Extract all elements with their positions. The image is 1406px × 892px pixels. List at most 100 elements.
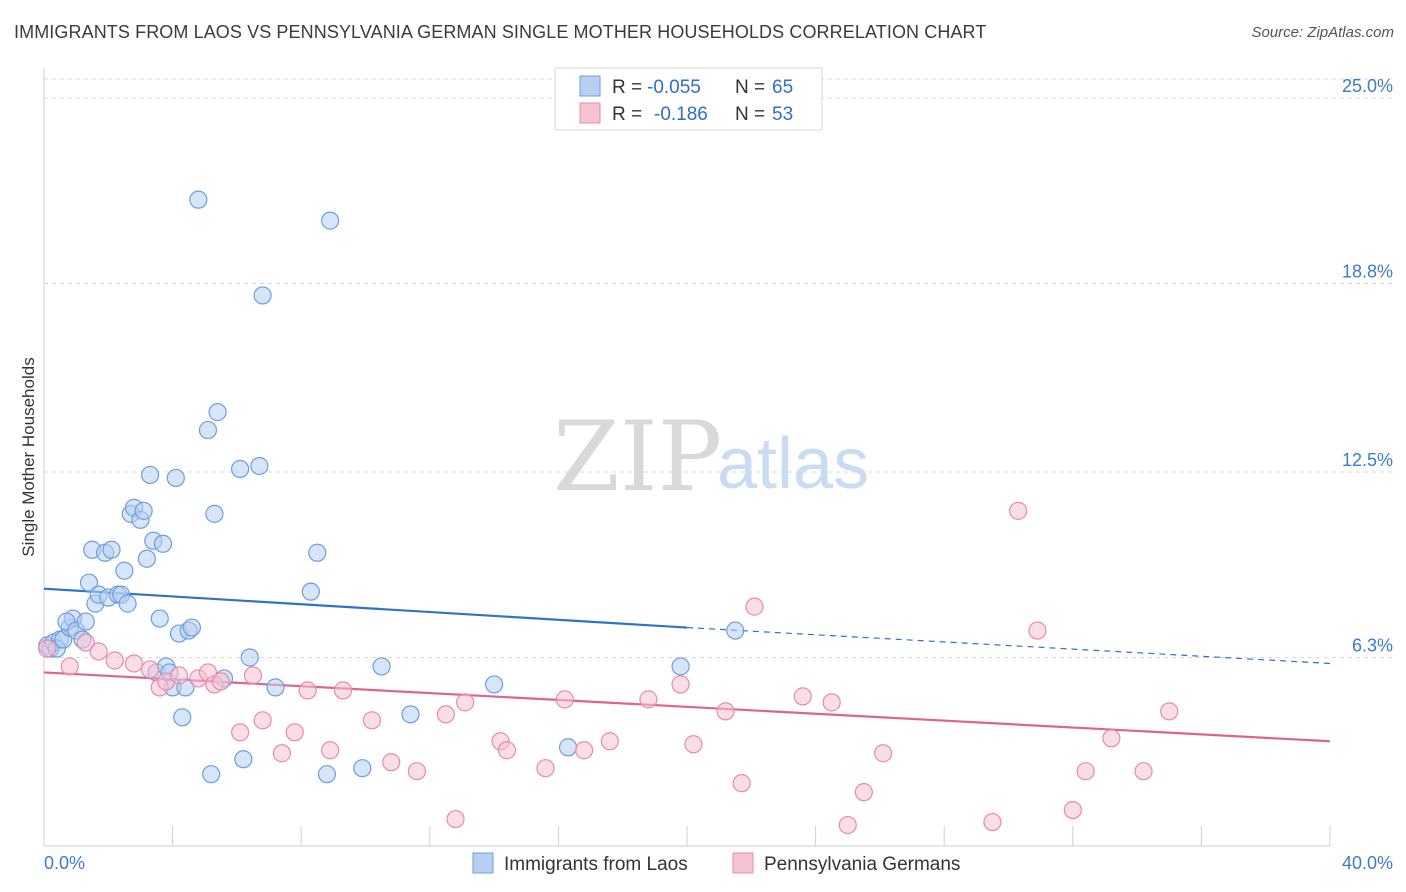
pa-german-point [407, 762, 427, 781]
bottom-legend: Immigrants from Laos Pennsylvania German… [472, 852, 960, 875]
pa-german-point [211, 672, 230, 691]
laos-point [250, 456, 269, 476]
pa-german-point [793, 687, 812, 706]
pa-german-point [38, 639, 57, 658]
pa-german-point [1063, 800, 1082, 820]
laos-point [372, 657, 391, 676]
pa-german-point [1076, 762, 1095, 781]
pa-german-point [89, 642, 108, 661]
laos-point [317, 765, 337, 784]
trend-line-laos [43, 587, 688, 629]
y-tick-label: 6.3% [1352, 635, 1393, 655]
pa-german-point [456, 693, 475, 712]
laos-point [485, 675, 504, 694]
laos-point [308, 543, 327, 562]
bottom-legend-label-laos: Immigrants from Laos [504, 854, 688, 875]
pa-german-point [732, 774, 751, 793]
series-laos-points [38, 190, 745, 784]
pa-german-point [1009, 501, 1028, 520]
laos-point [102, 540, 121, 559]
laos-point [353, 759, 372, 778]
laos-point [401, 705, 420, 724]
laos-point [173, 708, 192, 727]
pa-german-point [285, 723, 304, 742]
pa-german-point [854, 783, 873, 802]
pa-german-point [1028, 621, 1047, 640]
pa-german-point [76, 633, 95, 652]
laos-point [231, 459, 250, 479]
pa-german-point [716, 702, 735, 721]
x-ticks [43, 826, 1331, 846]
laos-point [118, 594, 137, 613]
pa-german-point [446, 809, 465, 829]
laos-point [671, 657, 690, 676]
pa-german-point [536, 759, 555, 778]
pa-german-point [382, 753, 401, 772]
chart-title: IMMIGRANTS FROM LAOS VS PENNSYLVANIA GER… [14, 22, 987, 42]
laos-point [205, 504, 224, 523]
legend-r-value-laos: -0.055 [647, 77, 701, 98]
y-tick-label: 18.8% [1342, 261, 1393, 281]
gridlines [44, 78, 1392, 658]
laos-point [198, 420, 218, 440]
pa-german-point [1102, 729, 1121, 748]
pa-german-point [243, 666, 263, 685]
laos-point [726, 621, 745, 640]
bottom-legend-swatch-pa-german [732, 852, 754, 874]
series-pa-german-points [38, 501, 1179, 835]
laos-point [134, 501, 153, 520]
x-tick-label-max: 40.0% [1342, 853, 1393, 873]
pa-german-point [874, 744, 893, 763]
y-tick-label: 12.5% [1342, 450, 1393, 470]
watermark-atlas: atlas [717, 424, 869, 504]
trend-line-laos-extension [686, 626, 1331, 665]
pa-german-point [272, 744, 292, 763]
laos-point [76, 612, 95, 631]
bottom-legend-swatch-laos [472, 852, 494, 874]
laos-point [137, 549, 156, 568]
pa-german-point [671, 675, 690, 694]
y-tick-labels: 6.3% 12.5% 18.8% 25.0% [1342, 76, 1393, 656]
pa-german-point [231, 723, 250, 742]
pa-german-point [555, 690, 574, 709]
laos-point [208, 403, 227, 422]
legend: R = -0.055 N = 65 R = -0.186 N = 53 [554, 67, 823, 131]
pa-german-point [362, 711, 382, 730]
laos-point [140, 465, 160, 485]
pa-german-point [253, 711, 272, 730]
pa-german-point [838, 815, 857, 835]
laos-point [166, 468, 185, 488]
pa-german-point [1134, 762, 1153, 781]
legend-r-label-laos: R = [612, 77, 642, 98]
legend-n-label-pa-german: N = [735, 104, 765, 125]
pa-german-point [60, 657, 79, 676]
bottom-legend-label-pa-german: Pennsylvania Germans [764, 854, 960, 875]
legend-swatch-pa-german [579, 102, 601, 124]
laos-point [115, 561, 134, 580]
legend-swatch-laos [579, 75, 601, 97]
trend-lines [43, 587, 1331, 743]
pa-german-point [639, 690, 658, 709]
pa-german-point [140, 660, 160, 679]
laos-point [321, 211, 340, 230]
watermark-zip: ZIP [553, 401, 722, 513]
pa-german-point [169, 666, 189, 685]
pa-german-point [298, 681, 317, 700]
pa-german-point [684, 735, 703, 754]
x-tick-label-min: 0.0% [44, 853, 85, 873]
laos-point [266, 678, 285, 697]
legend-n-value-pa-german: 53 [772, 104, 793, 125]
laos-point [79, 573, 99, 592]
pa-german-point [1160, 702, 1179, 721]
legend-n-value-laos: 65 [772, 77, 793, 98]
y-tick-label: 25.0% [1342, 76, 1393, 96]
pa-german-point [575, 741, 594, 760]
pa-german-point [124, 654, 144, 673]
trend-line-pa-german [43, 671, 1331, 743]
watermark: ZIP atlas [553, 401, 869, 513]
pa-german-point [497, 741, 517, 760]
laos-point [301, 582, 320, 601]
laos-point [150, 609, 169, 628]
laos-point [558, 738, 578, 757]
